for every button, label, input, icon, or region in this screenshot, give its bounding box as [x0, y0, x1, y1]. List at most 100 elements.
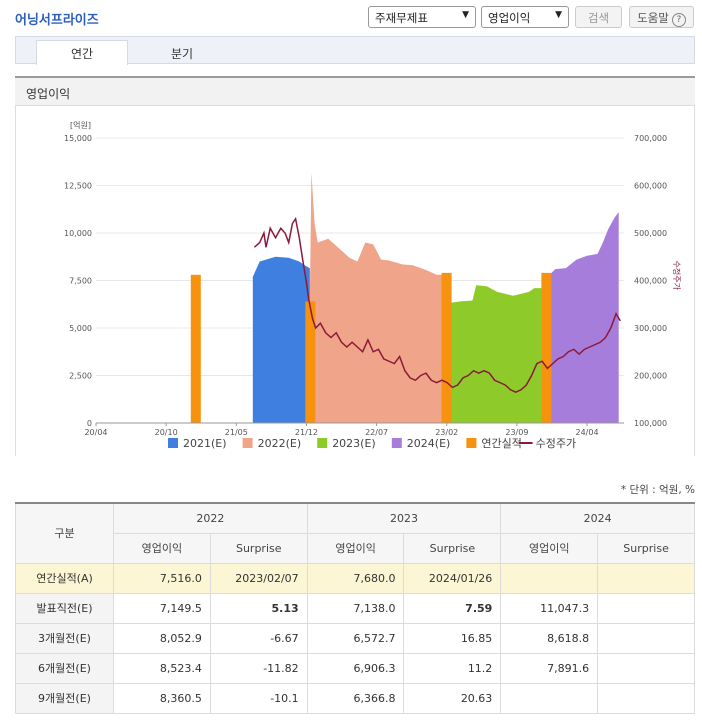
- legend-swatch: [242, 438, 253, 448]
- y-tick-label: 0: [87, 419, 92, 428]
- x-tick-label: 21/12: [295, 428, 318, 437]
- column-header: Surprise: [403, 532, 502, 564]
- section-title: 영업이익: [15, 76, 695, 106]
- table-cell: 16.85: [403, 622, 502, 654]
- y2-tick-label: 600,000: [634, 182, 667, 191]
- y-tick-label: 10,000: [64, 229, 92, 238]
- table-header-label: 구분: [15, 502, 114, 564]
- actual-bar: [190, 274, 201, 423]
- table-row: 발표직전(E) 7,149.5 5.13 7,138.0 7.59 11,047.3: [15, 592, 695, 624]
- estimate-area-2024(E): [547, 212, 619, 423]
- chevron-down-icon: ▼: [462, 10, 469, 20]
- table-row: 9개월전(E) 8,360.5 -10.1 6,366.8 20.63: [15, 682, 695, 714]
- table-cell: [597, 652, 695, 684]
- x-tick-label: 23/09: [505, 428, 528, 437]
- metric-select-value: 영업이익: [488, 11, 531, 25]
- help-button[interactable]: 도움말?: [629, 6, 694, 28]
- column-header: 영업이익: [306, 532, 405, 564]
- legend-label: 수정주가: [536, 437, 576, 450]
- x-tick-label: 24/04: [576, 428, 599, 437]
- y-tick-label: 2,500: [69, 372, 92, 381]
- table-row: 3개월전(E) 8,052.9 -6.67 6,572.7 16.85 8,618.8: [15, 622, 695, 654]
- table-cell: 11.2: [403, 652, 502, 684]
- table-cell: [500, 562, 599, 594]
- table-cell: 8,618.8: [500, 622, 599, 654]
- table-cell: 7,516.0: [113, 562, 211, 594]
- table-cell: [597, 562, 695, 594]
- subheader-row: 영업이익 Surprise 영업이익 Surprise 영업이익 Surprise: [16, 532, 695, 564]
- row-label: 연간실적(A): [15, 562, 114, 594]
- y-axis-unit: [억원]: [70, 120, 91, 130]
- row-label: 3개월전(E): [15, 622, 114, 654]
- y2-tick-label: 200,000: [634, 372, 667, 381]
- table-row: 6개월전(E) 8,523.4 -11.82 6,906.3 11.2 7,891.6: [15, 652, 695, 684]
- table-cell: 7,891.6: [500, 652, 599, 684]
- table-cell: -11.82: [209, 652, 308, 684]
- chevron-down-icon: ▼: [555, 10, 562, 20]
- search-button[interactable]: 검색: [575, 6, 622, 28]
- legend-label: 2023(E): [332, 437, 376, 450]
- estimate-area-2022(E): [309, 172, 447, 423]
- row-label: 6개월전(E): [15, 652, 114, 684]
- chart-container: 0 2,500 5,000 7,500 10,000 12,500 15,000 100,00…: [15, 106, 695, 456]
- y2-tick-label: 300,000: [634, 324, 667, 333]
- year-header: 2023: [306, 502, 502, 534]
- estimate-area-2021(E): [252, 256, 310, 423]
- price-line: [253, 216, 621, 393]
- period-tabs: 연간 분기: [15, 36, 695, 65]
- y2-tick-label: 700,000: [634, 134, 667, 143]
- table-cell: 2023/02/07: [209, 562, 308, 594]
- tab-quarterly[interactable]: 분기: [170, 47, 194, 61]
- actual-bar: [305, 301, 316, 423]
- table-cell: 11,047.3: [500, 592, 599, 624]
- x-tick-label: 22/07: [365, 428, 388, 437]
- x-tick-label: 23/02: [435, 428, 458, 437]
- column-header: 영업이익: [113, 532, 211, 564]
- year-header: 2024: [500, 502, 695, 534]
- table-cell: 8,523.4: [113, 652, 211, 684]
- tab-annual[interactable]: 연간: [36, 40, 128, 65]
- legend-label: 2024(E): [407, 437, 451, 450]
- table-cell: 7,138.0: [306, 592, 405, 624]
- y2-tick-label: 100,000: [634, 419, 667, 428]
- row-label: 9개월전(E): [15, 682, 114, 714]
- y2-tick-label: 500,000: [634, 229, 667, 238]
- company-name: 어닝서프라이즈: [15, 13, 99, 28]
- actual-bar: [541, 272, 552, 423]
- metric-select[interactable]: 영업이익 ▼: [481, 6, 569, 28]
- legend-label: 2022(E): [258, 437, 302, 450]
- legend-swatch: [391, 438, 402, 448]
- legend-label: 2021(E): [183, 437, 227, 450]
- table-cell: 2024/01/26: [403, 562, 502, 594]
- table-cell: 7.59: [403, 592, 502, 624]
- table-cell: 7,680.0: [306, 562, 405, 594]
- legend-swatch: [168, 438, 178, 448]
- unit-note: * 단위 : 억원, %: [620, 484, 695, 496]
- statement-select[interactable]: 주재무제표 ▼: [368, 6, 476, 28]
- help-label: 도움말: [637, 11, 669, 25]
- legend-label: 연간실적: [481, 437, 521, 450]
- table-cell: 5.13: [209, 592, 308, 624]
- y-tick-label: 7,500: [69, 277, 92, 286]
- table-cell: 6,572.7: [306, 622, 405, 654]
- table-cell: -10.1: [209, 682, 308, 714]
- table-cell: [597, 592, 695, 624]
- row-label: 발표직전(E): [15, 592, 114, 624]
- help-icon: ?: [671, 13, 686, 27]
- table-cell: [597, 682, 695, 714]
- legend-swatch: [317, 438, 328, 448]
- table-cell: 7,149.5: [113, 592, 211, 624]
- statement-select-value: 주재무제표: [375, 11, 428, 25]
- table-body: 연간실적(A) 7,516.0 2023/02/07 7,680.0 2024/01/2…: [15, 562, 695, 714]
- x-tick-label: 20/10: [155, 428, 178, 437]
- year-header: 2022: [113, 502, 308, 534]
- x-tick-label: 20/04: [84, 428, 107, 437]
- table-cell: 6,366.8: [306, 682, 405, 714]
- x-tick-label: 21/05: [225, 428, 248, 437]
- earnings-table: 구분 2022 2023 2024 영업이익 Surprise 영업이익 Surpri…: [15, 502, 695, 714]
- actual-bar: [441, 272, 452, 423]
- column-header: Surprise: [597, 532, 695, 564]
- table-cell: 6,906.3: [306, 652, 405, 684]
- table-cell: [597, 622, 695, 654]
- y2-axis-label: 수정주가: [672, 261, 682, 291]
